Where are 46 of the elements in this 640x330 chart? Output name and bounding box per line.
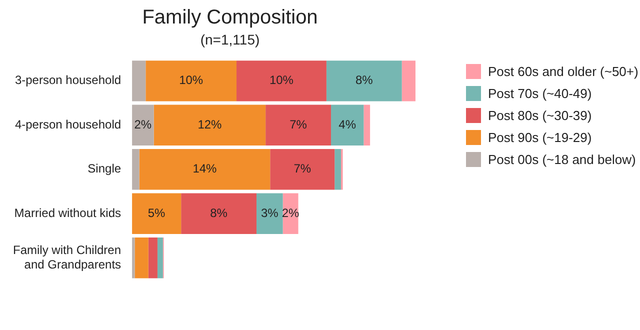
bar	[270, 149, 335, 190]
bar	[364, 104, 370, 146]
data-label: 7%	[294, 162, 312, 176]
chart-subtitle: (n=1,115)	[200, 31, 260, 48]
data-label: 8%	[355, 73, 374, 88]
data-label: 10%	[269, 73, 294, 88]
data-label: 4%	[338, 117, 356, 132]
bar	[256, 193, 283, 234]
bar	[132, 149, 140, 190]
bar	[148, 238, 158, 278]
y-tick-label: 3-person household	[14, 73, 122, 88]
y-tick-label: Single	[88, 162, 122, 176]
chart-title: Family Composition	[142, 6, 318, 29]
y-tick-label: Married without kids	[14, 206, 122, 220]
bar	[236, 60, 326, 102]
legend-label: Post 00s (~18 and below)	[488, 152, 636, 166]
bar	[330, 104, 364, 146]
bar	[334, 149, 341, 190]
bar	[132, 238, 135, 278]
bar	[132, 193, 182, 234]
bar	[132, 60, 146, 102]
bar	[134, 238, 148, 278]
legend-label: Post 90s (~19-29)	[488, 130, 592, 144]
bar	[326, 60, 402, 102]
y-tick-label: Family with Children and Grandparents	[13, 242, 122, 272]
bar	[181, 193, 256, 234]
y-tick-label: 4-person household	[14, 117, 122, 132]
data-label: 8%	[210, 206, 228, 220]
data-label: 14%	[192, 162, 218, 176]
bar	[146, 60, 237, 102]
bar	[132, 104, 154, 146]
data-label: 5%	[148, 206, 166, 220]
data-label: 3%	[260, 206, 279, 220]
data-label: 12%	[198, 117, 222, 132]
data-label: 2%	[134, 117, 152, 132]
data-label: 7%	[290, 117, 308, 132]
legend-label: Post 60s and older (~50+)	[488, 64, 638, 78]
bar	[154, 104, 266, 146]
data-label: 2%	[282, 206, 300, 220]
bar	[402, 60, 416, 102]
bar	[266, 104, 331, 146]
legend-label: Post 80s (~30-39)	[488, 108, 592, 122]
data-label: 10%	[179, 73, 204, 88]
legend-label: Post 70s (~40-49)	[488, 86, 592, 100]
bar	[157, 238, 163, 278]
bar	[139, 149, 270, 190]
